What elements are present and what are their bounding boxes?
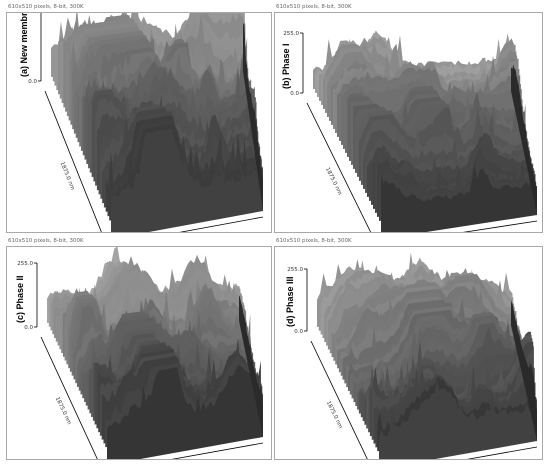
panel-title: (a) New membrane (19, 13, 29, 77)
width-axis (462, 220, 538, 232)
z-min-label: 0.0 (294, 329, 303, 335)
width-axis (179, 216, 264, 232)
surface-side (511, 299, 537, 441)
width-axis (466, 446, 538, 459)
surface-mesh (51, 13, 263, 232)
surface-ridge (381, 164, 537, 232)
surface-mesh (313, 30, 537, 232)
surface-side (239, 295, 263, 437)
depth-axis (40, 336, 98, 459)
panel-title: (c) Phase II (15, 275, 25, 323)
surface-ridge (379, 380, 537, 459)
depth-axis (306, 102, 372, 232)
surface-mesh (47, 247, 263, 459)
panel-header-a: 610x510 pixels, 8-bit, 300K (8, 4, 84, 10)
depth-label: 1875.0 nm (325, 400, 343, 429)
depth-label: 1875.0 nm (59, 161, 76, 191)
panel-header-d: 610x510 pixels, 8-bit, 300K (276, 238, 352, 244)
z-min-label: 0.0 (28, 79, 37, 85)
width-axis (171, 442, 264, 459)
panel-header-c: 610x510 pixels, 8-bit, 300K (8, 238, 84, 244)
surface-ridge (111, 128, 263, 232)
z-min-label: 0.0 (24, 325, 33, 331)
surface-mesh (317, 252, 537, 459)
z-min-label: 0.0 (290, 91, 299, 97)
z-max-label: 255.0 (287, 267, 303, 273)
surface-ridge (107, 364, 263, 459)
depth-label: 1875.0 nm (54, 396, 72, 426)
panel-title: (b) Phase I (281, 43, 291, 89)
panel-title: (d) Phase III (285, 276, 295, 327)
panel-header-b: 610x510 pixels, 8-bit, 300K (276, 4, 352, 10)
depth-axis (310, 340, 368, 459)
depth-label: 1875.0 nm (324, 167, 343, 196)
z-max-label: 255.0 (17, 261, 33, 267)
z-max-label: 255.0 (283, 31, 299, 37)
surface-side (243, 23, 263, 211)
surface-side (511, 64, 537, 216)
depth-axis (44, 90, 102, 232)
